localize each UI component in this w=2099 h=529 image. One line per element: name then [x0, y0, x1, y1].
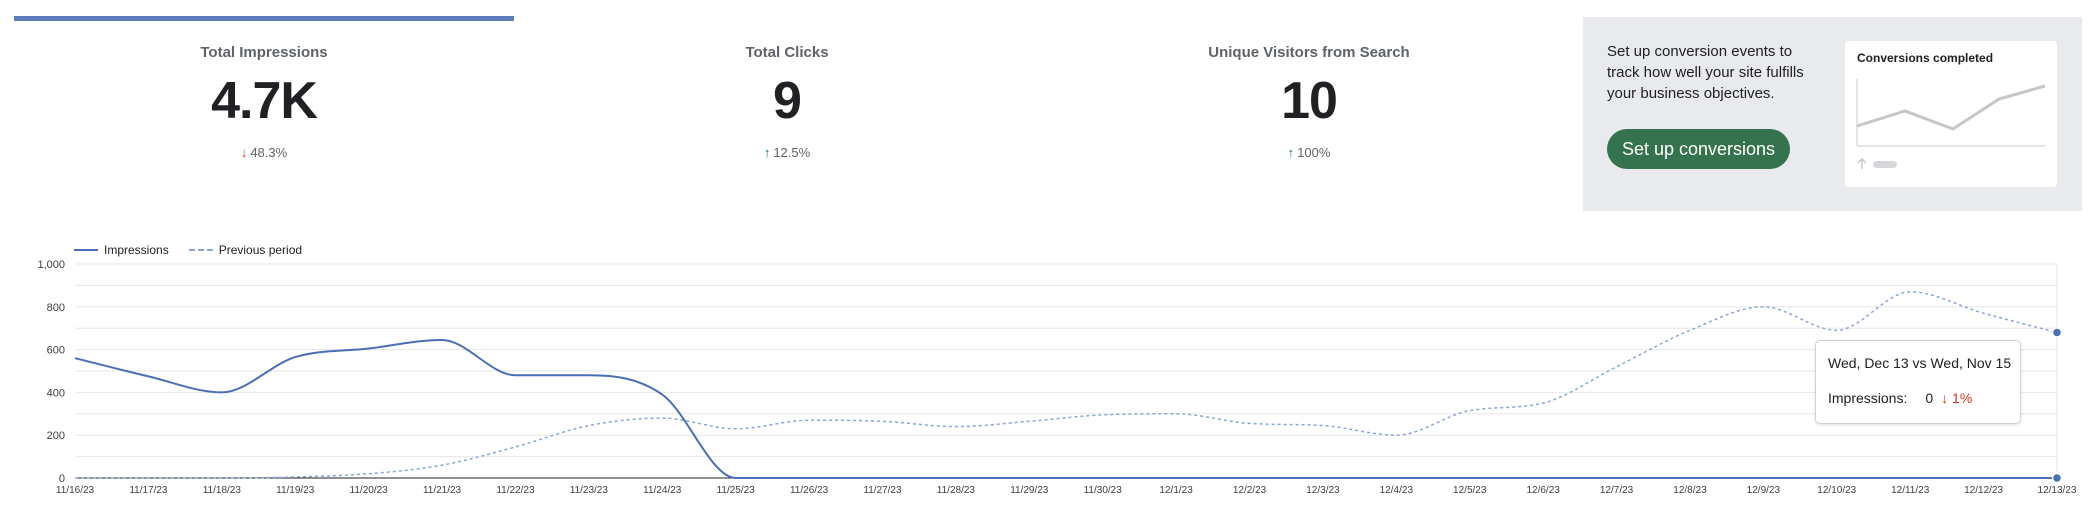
set-up-conversions-button[interactable]: Set up conversions [1607, 129, 1790, 169]
x-tick-label: 11/30/23 [1084, 485, 1123, 496]
series-line-previous-period [75, 291, 2058, 479]
x-tick-label: 11/17/23 [129, 485, 168, 496]
arrow-down-icon: ↓ [240, 145, 248, 160]
tooltip-value: 0 [1925, 390, 1934, 406]
legend-label: Impressions [104, 243, 169, 257]
conversions-preview-sparkline [1856, 79, 2046, 169]
metric-change-value: 48.3% [250, 145, 288, 160]
x-tick-label: 11/19/23 [276, 485, 315, 496]
hover-point-marker [2051, 327, 2063, 338]
tooltip-change-value: 1% [1952, 390, 1973, 406]
metric-change-value: 12.5% [773, 145, 811, 160]
legend-item-impressions[interactable]: Impressions [74, 243, 169, 257]
x-tick-label: 12/13/23 [2038, 485, 2077, 496]
conversions-preview-card: Conversions completed [1845, 41, 2057, 187]
y-tick-label: 400 [47, 387, 65, 399]
x-tick-label: 11/22/23 [496, 485, 535, 496]
x-tick-label: 12/11/23 [1891, 485, 1930, 496]
metric-total-clicks[interactable]: Total Clicks 9 ↑ 12.5% [537, 40, 1037, 160]
metric-change: ↑ 12.5% [537, 145, 1037, 160]
metric-value: 10 [1281, 72, 1338, 130]
arrow-up-icon: ↑ [1287, 145, 1295, 160]
x-tick-label: 12/3/23 [1306, 485, 1340, 496]
tooltip-change: ↓ 1% [1941, 390, 1972, 406]
conversions-panel: Set up conversion events to track how we… [1583, 17, 2082, 211]
x-tick-label: 11/29/23 [1010, 485, 1049, 496]
arrow-up-icon [1857, 157, 1867, 169]
impressions-line-chart[interactable]: 0 200 400 600 800 1,000 11/16/23 11/17/23 11/18/… [0, 235, 2099, 505]
legend-item-previous-period[interactable]: Previous period [188, 243, 303, 257]
chart-tooltip: Wed, Dec 13 vs Wed, Nov 15 Impressions: 0… [1815, 340, 2021, 424]
x-tick-label: 11/25/23 [717, 485, 756, 496]
x-tick-label: 12/5/23 [1453, 485, 1487, 496]
x-tick-label: 11/21/23 [423, 485, 462, 496]
tooltip-label: Impressions: [1828, 390, 1908, 406]
x-tick-label: 12/7/23 [1600, 485, 1634, 496]
x-tick-label: 12/2/23 [1233, 485, 1267, 496]
x-tick-label: 11/26/23 [790, 485, 829, 496]
metric-change: ↓ 48.3% [14, 145, 514, 160]
legend-swatch-solid [74, 249, 98, 251]
x-tick-label: 11/23/23 [570, 485, 609, 496]
x-tick-label: 12/6/23 [1526, 485, 1560, 496]
metric-label: Total Impressions [200, 44, 328, 61]
metric-unique-visitors[interactable]: Unique Visitors from Search 10 ↑ 100% [1059, 40, 1559, 160]
hover-point-marker [2051, 472, 2063, 484]
metric-total-impressions[interactable]: Total Impressions 4.7K ↓ 48.3% [14, 40, 514, 160]
legend-swatch-dashed [188, 249, 213, 251]
metric-label: Total Clicks [745, 44, 829, 61]
conversions-card-title: Conversions completed [1857, 51, 1994, 65]
metric-change-value: 100% [1297, 145, 1331, 160]
y-tick-label: 1,000 [37, 259, 65, 271]
x-tick-label: 12/10/23 [1817, 485, 1856, 496]
x-tick-label: 11/27/23 [863, 485, 902, 496]
x-tick-label: 11/16/23 [56, 485, 95, 496]
metric-change: ↑ 100% [1059, 145, 1559, 160]
conversions-description: Set up conversion events to track how we… [1607, 43, 1804, 102]
metric-value: 4.7K [211, 72, 318, 130]
metric-label: Unique Visitors from Search [1208, 44, 1410, 61]
arrow-up-icon: ↑ [763, 145, 771, 160]
x-tick-label: 11/24/23 [643, 485, 682, 496]
arrow-down-icon: ↓ [1941, 390, 1949, 406]
series-line-impressions [74, 338, 2057, 480]
y-tick-label: 200 [47, 430, 65, 442]
x-tick-label: 12/1/23 [1159, 485, 1193, 496]
tooltip-row: Impressions: 0 ↓ 1% [1828, 390, 1972, 406]
x-tick-label: 12/8/23 [1673, 485, 1707, 496]
y-tick-label: 800 [47, 302, 65, 314]
x-tick-label: 12/9/23 [1747, 485, 1781, 496]
x-tick-label: 12/12/23 [1964, 485, 2003, 496]
x-tick-label: 11/20/23 [350, 485, 389, 496]
legend-label: Previous period [218, 243, 303, 257]
active-tab-indicator [14, 16, 514, 21]
tooltip-title: Wed, Dec 13 vs Wed, Nov 15 [1828, 355, 2012, 371]
y-tick-label: 600 [47, 345, 65, 357]
chart-legend: Impressions Previous period [74, 243, 322, 257]
x-tick-label: 12/4/23 [1380, 485, 1414, 496]
y-tick-label: 0 [59, 473, 65, 485]
x-tick-label: 11/18/23 [203, 485, 242, 496]
x-tick-label: 11/28/23 [937, 485, 976, 496]
metric-value: 9 [773, 72, 802, 130]
